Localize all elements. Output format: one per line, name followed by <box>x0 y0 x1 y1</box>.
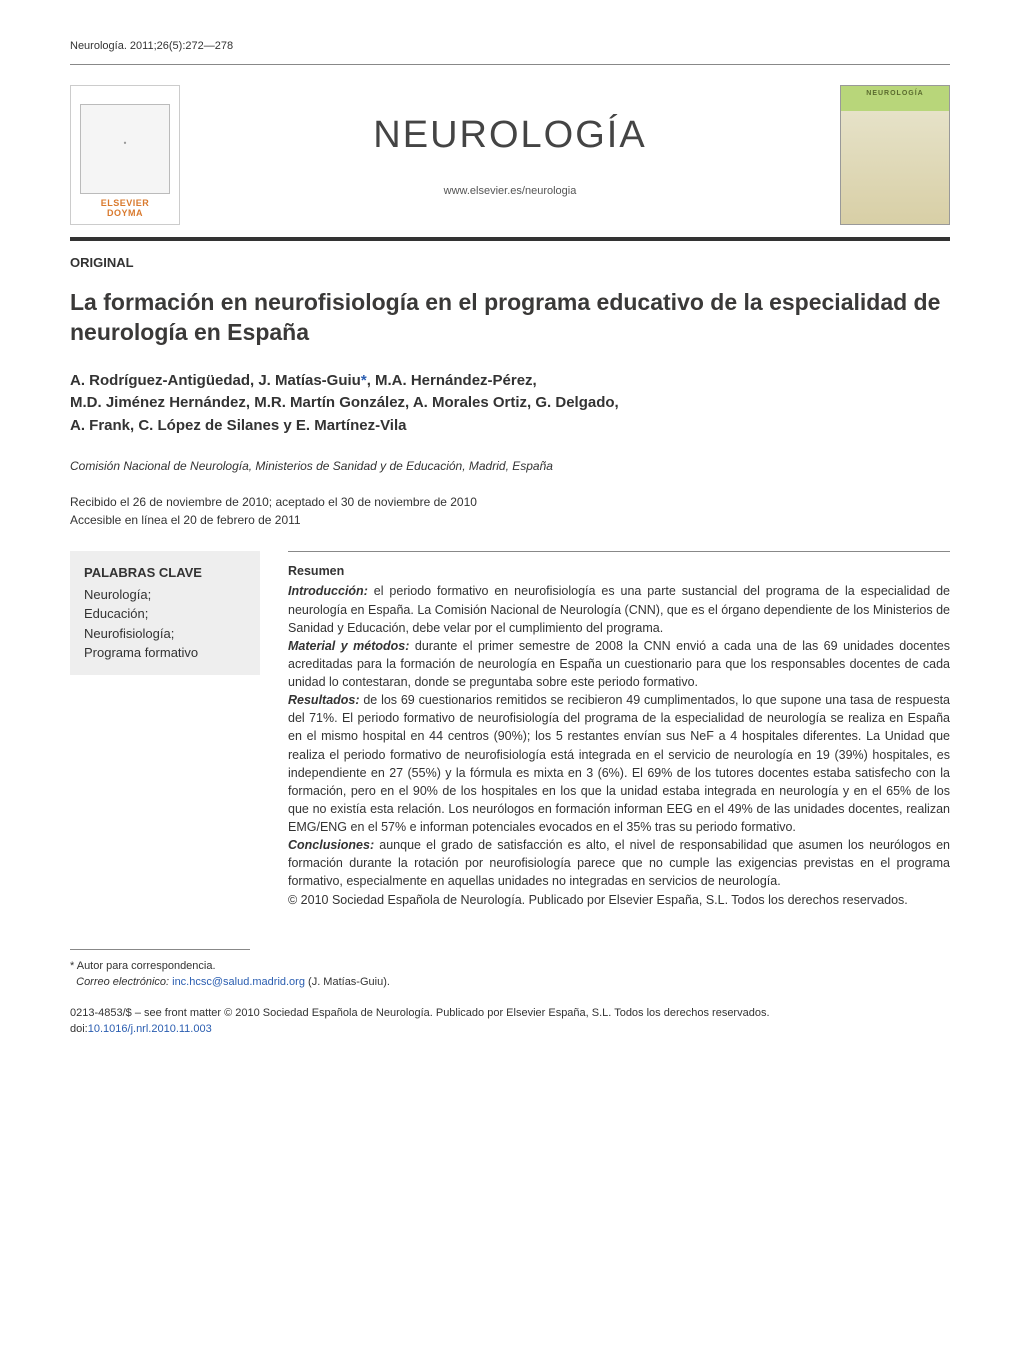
article-dates: Recibido el 26 de noviembre de 2010; ace… <box>70 493 950 529</box>
abstract-heading: Resumen <box>288 562 950 580</box>
keywords-heading: PALABRAS CLAVE <box>84 563 246 583</box>
cover-title: NEUROLOGÍA <box>841 90 949 97</box>
keywords-column: PALABRAS CLAVE Neurología; Educación; Ne… <box>70 551 260 908</box>
journal-center: NEUROLOGÍA www.elsevier.es/neurologia <box>180 114 840 197</box>
corr-author-note: * Autor para correspondencia. <box>70 958 950 975</box>
publisher-line2: DOYMA <box>107 208 143 218</box>
publisher-logo: ELSEVIER DOYMA <box>70 85 180 225</box>
keywords-box: PALABRAS CLAVE Neurología; Educación; Ne… <box>70 551 260 675</box>
footer-meta: 0213-4853/$ – see front matter © 2010 So… <box>70 1005 950 1038</box>
intro-label: Introducción: <box>288 584 368 598</box>
doi-label: doi: <box>70 1023 88 1035</box>
abstract-conclusions: Conclusiones: aunque el grado de satisfa… <box>288 836 950 890</box>
abstract-column: Resumen Introducción: el periodo formati… <box>288 551 950 908</box>
corr-email-line: Correo electrónico: inc.hcsc@salud.madri… <box>70 974 950 991</box>
thick-rule <box>70 237 950 241</box>
doi-link[interactable]: 10.1016/j.nrl.2010.11.003 <box>88 1023 212 1035</box>
footnote-rule <box>70 949 250 950</box>
journal-cover: NEUROLOGÍA <box>840 85 950 225</box>
abstract-copyright: © 2010 Sociedad Española de Neurología. … <box>288 891 950 909</box>
abstract-intro: Introducción: el periodo formativo en ne… <box>288 582 950 636</box>
methods-label: Material y métodos: <box>288 639 409 653</box>
issn-copyright-line: 0213-4853/$ – see front matter © 2010 So… <box>70 1005 950 1022</box>
abstract-block: PALABRAS CLAVE Neurología; Educación; Ne… <box>70 551 950 908</box>
publisher-line1: ELSEVIER <box>101 198 150 208</box>
conclusions-text: aunque el grado de satisfacción es alto,… <box>288 838 950 888</box>
journal-url[interactable]: www.elsevier.es/neurologia <box>180 185 840 197</box>
corr-email[interactable]: inc.hcsc@salud.madrid.org <box>172 976 305 988</box>
received-accepted-date: Recibido el 26 de noviembre de 2010; ace… <box>70 493 950 511</box>
conclusions-label: Conclusiones: <box>288 838 374 852</box>
doi-line: doi:10.1016/j.nrl.2010.11.003 <box>70 1021 950 1038</box>
email-label: Correo electrónico: <box>76 976 169 988</box>
article-type: ORIGINAL <box>70 255 950 270</box>
journal-name: NEUROLOGÍA <box>180 114 840 157</box>
corresponding-footnote: * Autor para correspondencia. Correo ele… <box>70 958 950 991</box>
corresponding-mark: * <box>361 372 367 389</box>
article-title: La formación en neurofisiología en el pr… <box>70 288 950 348</box>
elsevier-tree-icon <box>80 104 170 194</box>
authors: A. Rodríguez-Antigüedad, J. Matías-Guiu*… <box>70 370 950 438</box>
corr-email-author: (J. Matías-Guiu). <box>305 976 390 988</box>
publisher-logo-text: ELSEVIER DOYMA <box>101 198 150 224</box>
online-date: Accesible en línea el 20 de febrero de 2… <box>70 511 950 529</box>
citation: Neurología. 2011;26(5):272—278 <box>70 40 950 52</box>
results-text: de los 69 cuestionarios remitidos se rec… <box>288 693 950 834</box>
header-band: ELSEVIER DOYMA NEUROLOGÍA www.elsevier.e… <box>70 65 950 237</box>
results-label: Resultados: <box>288 693 360 707</box>
keywords-list: Neurología; Educación; Neurofisiología; … <box>84 585 246 663</box>
abstract-methods: Material y métodos: durante el primer se… <box>288 637 950 691</box>
intro-text: el periodo formativo en neurofisiología … <box>288 584 950 634</box>
abstract-results: Resultados: de los 69 cuestionarios remi… <box>288 691 950 836</box>
affiliation: Comisión Nacional de Neurología, Ministe… <box>70 459 950 473</box>
